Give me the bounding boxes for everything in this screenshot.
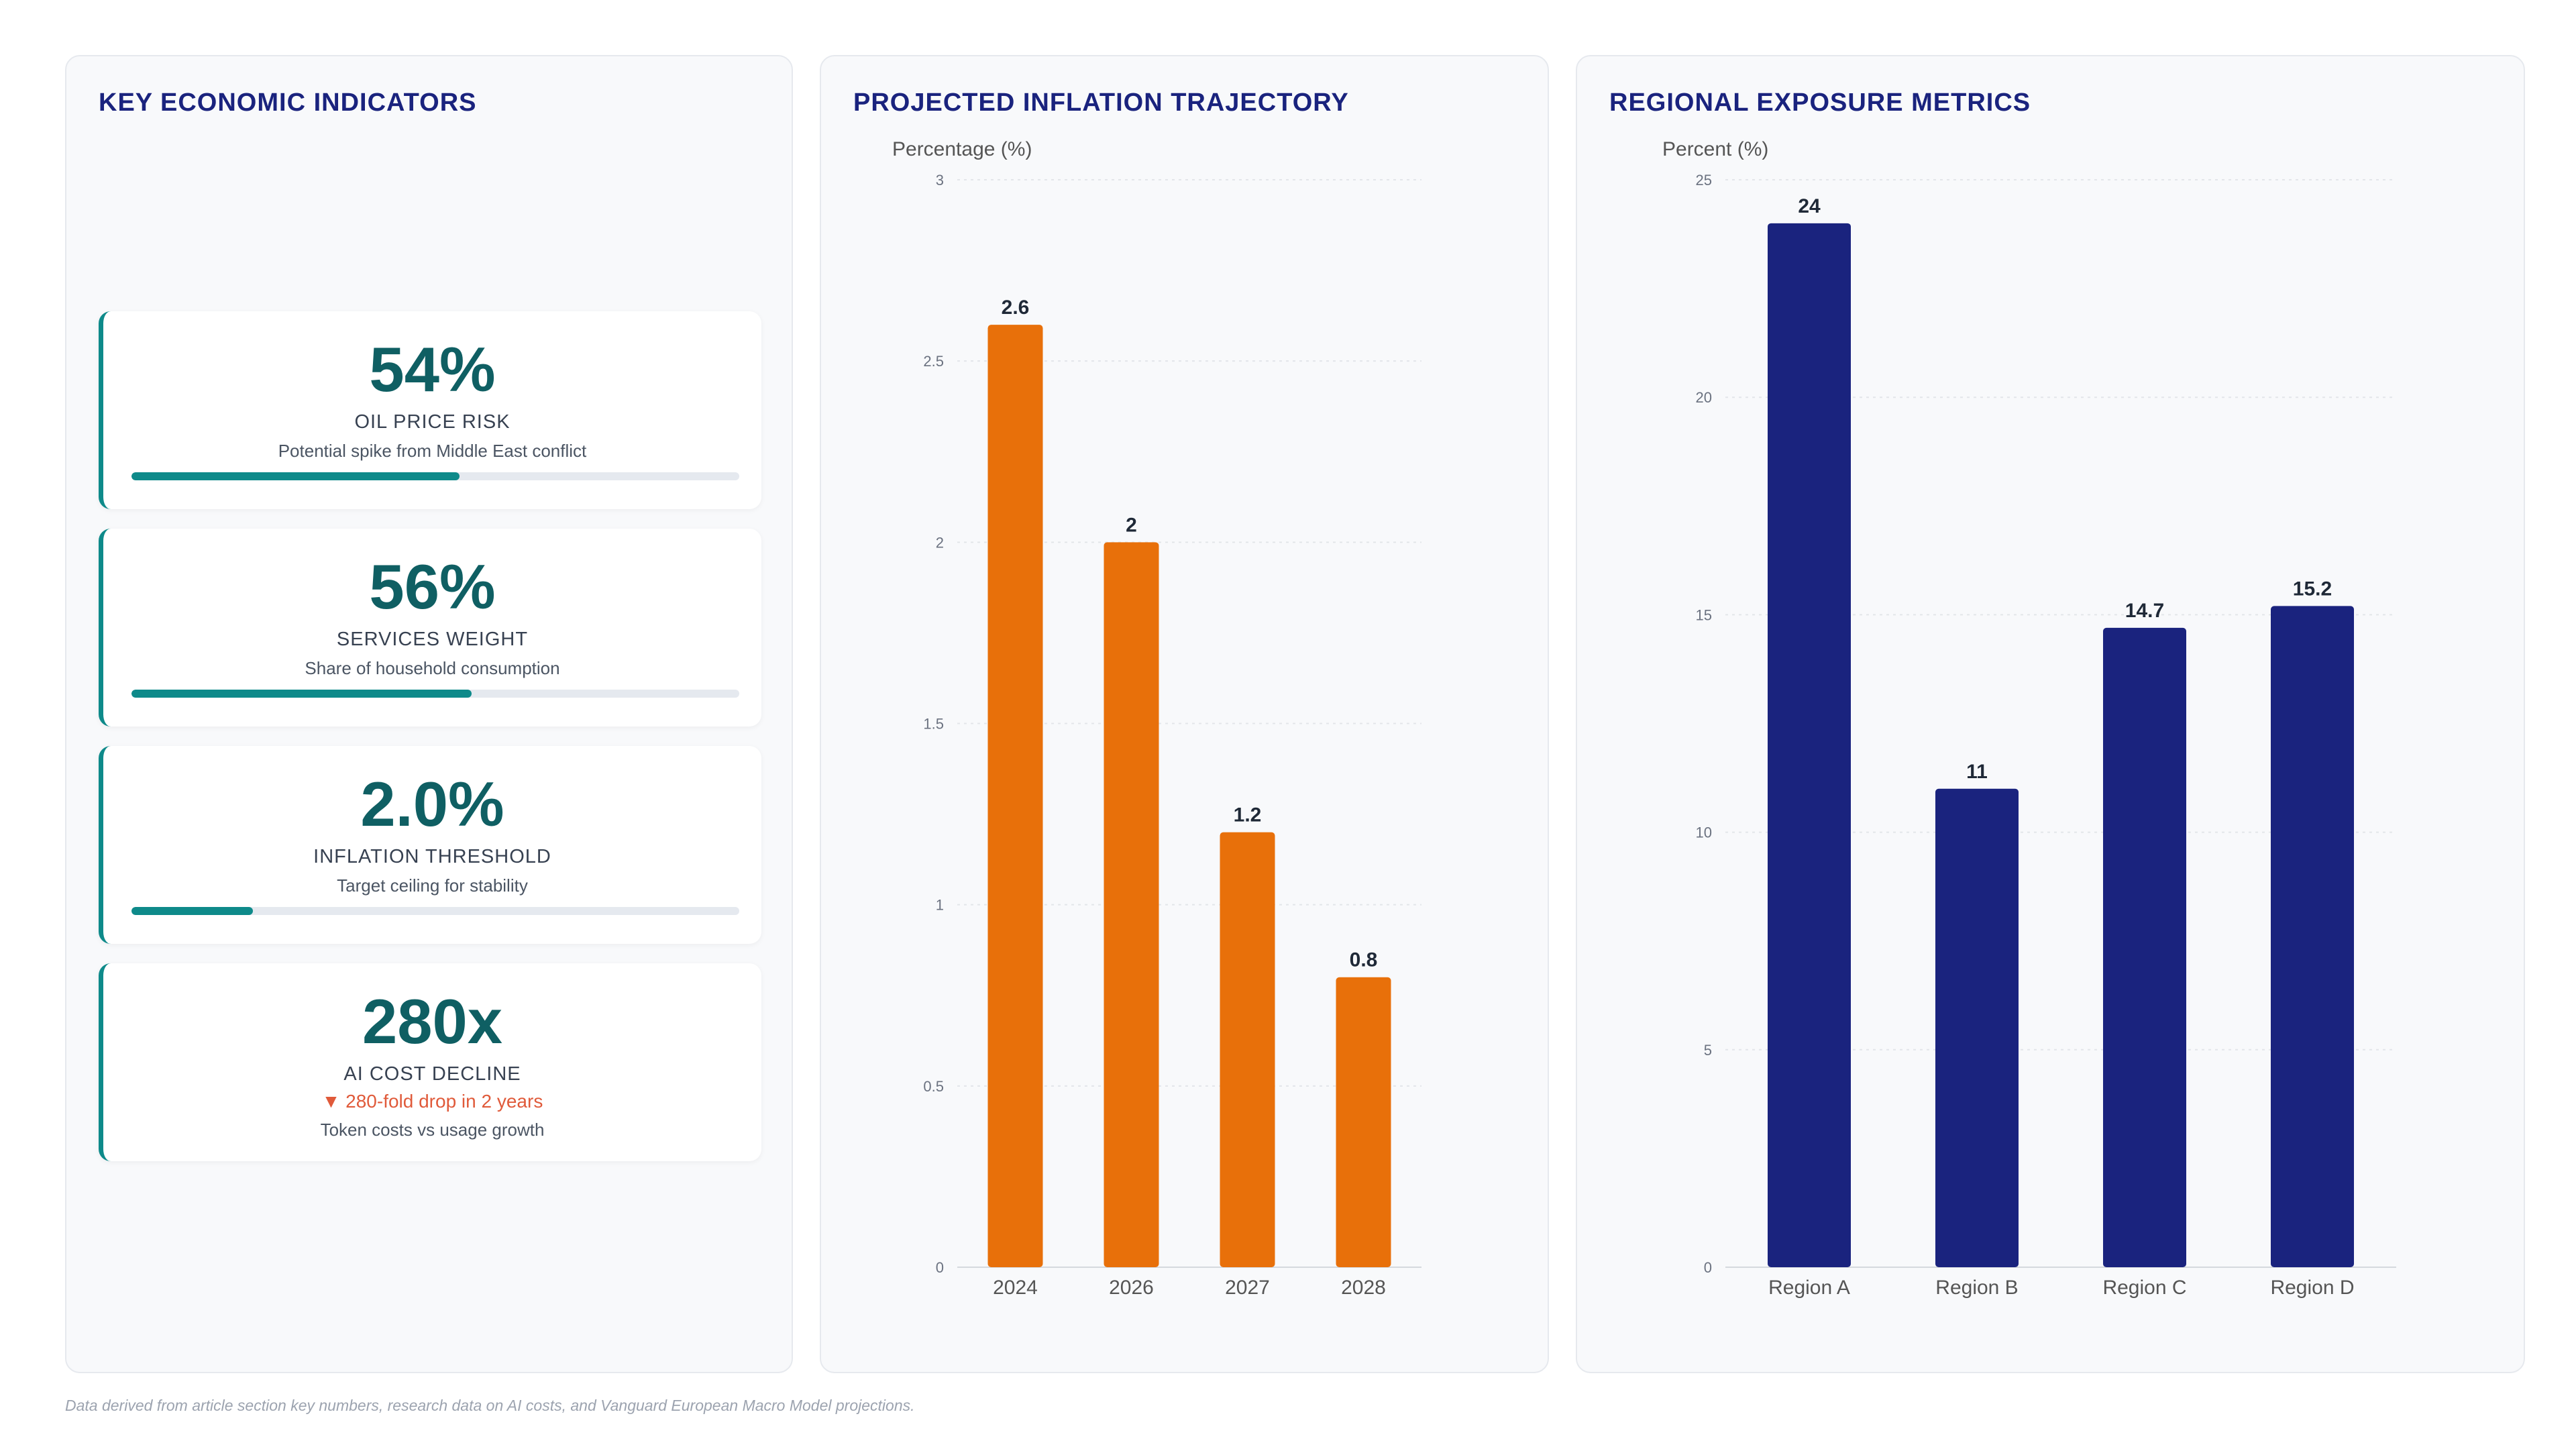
- regional-y-tick-label: 0: [1704, 1259, 1712, 1276]
- inflation-x-tick-label: 2024: [993, 1277, 1038, 1299]
- kpi-panel: KEY ECONOMIC INDICATORS 54% OIL PRICE RI…: [65, 55, 793, 1373]
- regional-x-tick-label: Region B: [1935, 1277, 2018, 1299]
- regional-x-tick-label: Region D: [2270, 1277, 2354, 1299]
- kpi-trend-down: ▼ 280-fold drop in 2 years: [321, 1091, 543, 1112]
- kpi-subtitle: Share of household consumption: [305, 658, 560, 678]
- kpi-value: 280x: [362, 986, 503, 1057]
- kpi-progress-track: [131, 690, 739, 698]
- inflation-chart-title: PROJECTED INFLATION TRAJECTORY: [853, 89, 1349, 117]
- regional-y-axis-label: Percent (%): [1662, 138, 1768, 160]
- inflation-x-tick-label: 2027: [1225, 1277, 1270, 1299]
- regional-bar: [1768, 223, 1851, 1268]
- regional-chart-title: REGIONAL EXPOSURE METRICS: [1609, 89, 2031, 117]
- regional-x-tick-label: Region A: [1768, 1277, 1850, 1299]
- inflation-bar: [1336, 977, 1391, 1267]
- inflation-data-label: 2.6: [1002, 297, 1030, 319]
- kpi-subtitle: Token costs vs usage growth: [320, 1120, 545, 1140]
- kpi-label: INFLATION THRESHOLD: [313, 846, 551, 867]
- regional-bar-chart: Percent (%) 0 5 10 15 20 25 24 Region A 11 Region …: [1662, 138, 2396, 1299]
- inflation-y-tick-label: 2: [936, 534, 944, 551]
- inflation-y-axis-label: Percentage (%): [892, 138, 1032, 160]
- kpi-label: AI COST DECLINE: [343, 1063, 521, 1085]
- kpi-card-inflation-threshold: 2.0% INFLATION THRESHOLD Target ceiling …: [99, 746, 761, 944]
- regional-y-tick-label: 5: [1704, 1042, 1712, 1059]
- kpi-progress-track: [131, 907, 739, 915]
- inflation-y-tick-label: 0: [936, 1259, 944, 1276]
- kpi-label: SERVICES WEIGHT: [336, 629, 529, 650]
- kpi-value: 56%: [369, 551, 496, 622]
- inflation-x-tick-label: 2028: [1341, 1277, 1386, 1299]
- regional-data-label: 24: [1798, 195, 1821, 217]
- kpi-card-oil-price-risk: 54% OIL PRICE RISK Potential spike from …: [99, 311, 761, 509]
- regional-data-label: 11: [1966, 761, 1988, 783]
- inflation-x-tick-label: 2026: [1109, 1277, 1154, 1299]
- kpi-progress-fill: [131, 472, 460, 480]
- kpi-card-services-weight: 56% SERVICES WEIGHT Share of household c…: [99, 529, 761, 727]
- kpi-subtitle: Target ceiling for stability: [337, 875, 528, 896]
- inflation-y-tick-label: 3: [936, 172, 944, 189]
- regional-y-tick-label: 10: [1696, 824, 1712, 841]
- regional-y-tick-label: 20: [1696, 389, 1712, 406]
- inflation-y-tick-label: 0.5: [923, 1078, 944, 1095]
- kpi-value: 2.0%: [360, 769, 504, 839]
- kpi-panel-title: KEY ECONOMIC INDICATORS: [99, 89, 477, 117]
- regional-data-label: 15.2: [2293, 578, 2332, 600]
- kpi-subtitle: Potential spike from Middle East conflic…: [278, 441, 587, 461]
- regional-y-tick-label: 25: [1696, 172, 1712, 189]
- inflation-data-label: 1.2: [1234, 804, 1262, 826]
- regional-data-label: 14.7: [2125, 600, 2164, 622]
- regional-bar: [2271, 606, 2354, 1267]
- inflation-bar: [1104, 542, 1159, 1268]
- kpi-label: OIL PRICE RISK: [354, 411, 511, 433]
- inflation-bar: [987, 325, 1043, 1268]
- kpi-progress-track: [131, 472, 739, 480]
- kpi-progress-fill: [131, 907, 254, 915]
- kpi-card-ai-cost-decline: 280x AI COST DECLINE ▼ 280-fold drop in …: [99, 963, 761, 1161]
- regional-y-tick-label: 15: [1696, 606, 1712, 623]
- regional-bar: [1935, 788, 2019, 1267]
- regional-x-tick-label: Region C: [2102, 1277, 2186, 1299]
- kpi-progress-fill: [131, 690, 472, 698]
- inflation-bar: [1220, 832, 1275, 1267]
- kpi-value: 54%: [369, 334, 496, 405]
- inflation-bar-chart: Percentage (%) 0 0.5 1 1.5 2 2.5 3 2.6 2024 2 2026 1…: [892, 138, 1421, 1299]
- regional-bar: [2103, 627, 2186, 1267]
- inflation-data-label: 0.8: [1350, 949, 1378, 971]
- inflation-y-tick-label: 2.5: [923, 353, 944, 370]
- inflation-y-tick-label: 1: [936, 897, 944, 914]
- regional-chart-panel: REGIONAL EXPOSURE METRICS Percent (%) 0 5 1…: [1576, 55, 2525, 1373]
- inflation-data-label: 2: [1126, 514, 1137, 536]
- inflation-y-tick-label: 1.5: [923, 716, 944, 733]
- inflation-chart-panel: PROJECTED INFLATION TRAJECTORY Percentag…: [820, 55, 1549, 1373]
- footnote: Data derived from article section key nu…: [65, 1397, 915, 1414]
